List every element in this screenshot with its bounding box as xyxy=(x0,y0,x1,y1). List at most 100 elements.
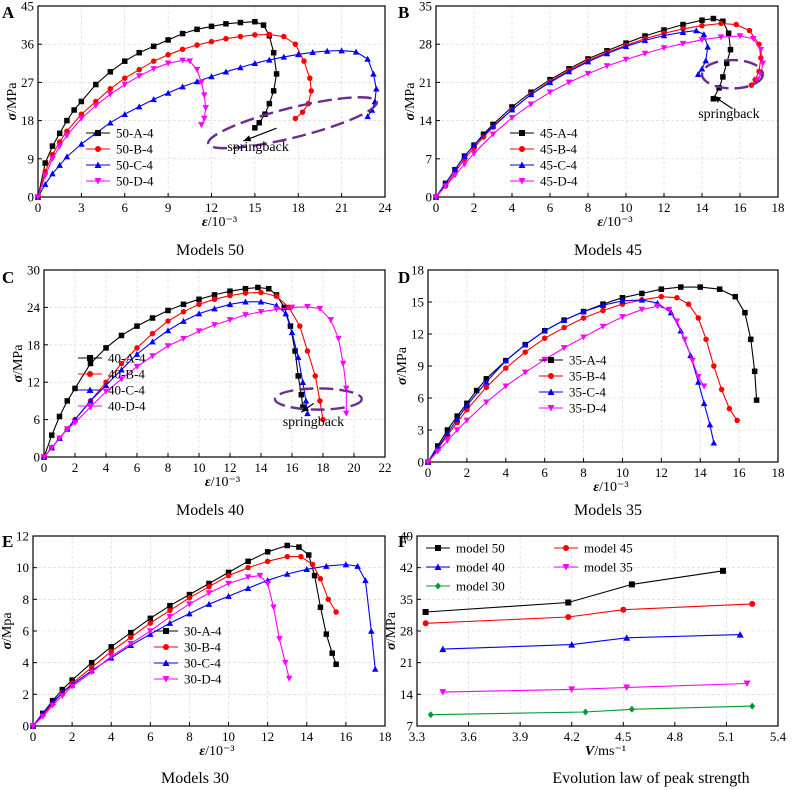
data-point xyxy=(483,378,490,385)
panel-e: 0 2 4 6 8 10 12 14 16 18 0 2 4 6 8 10 12 ε/10⁻³ σ/Mpa E Mode… xyxy=(0,529,392,788)
data-point xyxy=(270,88,277,94)
legend-item: 50-C-4 xyxy=(86,158,153,173)
data-point xyxy=(292,348,298,354)
data-point xyxy=(95,130,101,136)
plot-frame xyxy=(435,5,779,198)
data-point xyxy=(582,708,589,716)
data-point xyxy=(305,552,312,558)
data-point xyxy=(256,119,262,126)
data-point xyxy=(296,544,302,550)
data-point xyxy=(546,89,554,96)
legend-item: 45-D-4 xyxy=(510,174,578,189)
legend-label: 30-C-4 xyxy=(184,656,221,671)
x-tick-label: 3.3 xyxy=(409,729,425,744)
data-point xyxy=(208,38,215,45)
data-point xyxy=(135,103,143,110)
data-point xyxy=(270,49,277,56)
data-point xyxy=(439,645,447,653)
arrow-head xyxy=(301,405,310,413)
data-point xyxy=(294,354,302,361)
data-point xyxy=(118,366,125,373)
data-point xyxy=(201,115,208,122)
data-point xyxy=(281,304,287,311)
data-point xyxy=(166,614,174,620)
data-point xyxy=(108,648,114,655)
data-point xyxy=(107,91,114,98)
data-point xyxy=(694,70,702,77)
data-point xyxy=(658,293,665,300)
x-tick-label: 4.2 xyxy=(564,729,580,744)
data-point xyxy=(702,57,710,64)
x-axis-unit: /10⁻³ xyxy=(205,744,234,759)
data-point xyxy=(502,383,510,390)
x-tick-label: 3 xyxy=(78,200,85,215)
data-point xyxy=(519,146,525,152)
data-point xyxy=(303,566,311,572)
y-tick-label: 12 xyxy=(411,327,424,342)
data-point xyxy=(149,330,156,337)
data-point xyxy=(163,644,169,650)
x-tick-label: 12 xyxy=(205,200,218,215)
data-point xyxy=(122,75,128,81)
legend-item: model 35 xyxy=(554,560,633,575)
x-tick-label: 10 xyxy=(620,200,633,215)
data-point xyxy=(743,680,751,687)
data-point xyxy=(202,105,209,112)
legend-item: 45-C-4 xyxy=(510,158,577,173)
data-point xyxy=(226,317,234,324)
legend-label: 45-A-4 xyxy=(540,126,578,141)
data-point xyxy=(180,335,187,342)
data-point xyxy=(64,117,70,124)
data-point xyxy=(561,324,567,331)
data-point xyxy=(273,306,280,313)
legend-item: 30-B-4 xyxy=(154,640,221,655)
data-point xyxy=(201,92,208,99)
data-point xyxy=(720,18,726,25)
data-point xyxy=(295,373,301,379)
data-point xyxy=(292,41,299,47)
x-tick-label: 22 xyxy=(379,460,392,475)
data-point xyxy=(225,569,232,576)
legend-item: 35-B-4 xyxy=(539,369,606,384)
y-axis-label: σ/MPa xyxy=(395,346,410,385)
panel-caption: Evolution law of peak strength xyxy=(552,770,749,787)
y-tick-label: 8 xyxy=(23,592,30,607)
x-tick-label: 4.5 xyxy=(615,729,631,744)
y-axis-unit: /MPa xyxy=(395,346,410,377)
data-point xyxy=(503,365,509,371)
x-axis-label: ε/10⁻³ xyxy=(199,744,234,759)
data-point xyxy=(333,609,339,615)
data-point xyxy=(266,31,273,38)
y-axis-unit: /MPa xyxy=(403,82,418,113)
x-tick-label: 24 xyxy=(379,200,393,215)
y-axis-unit: /MPa xyxy=(384,611,399,642)
data-point xyxy=(304,304,311,311)
data-point xyxy=(252,125,258,131)
data-point xyxy=(568,641,576,648)
springback-ellipse xyxy=(207,96,378,150)
data-point xyxy=(527,101,535,108)
data-point xyxy=(180,301,187,308)
panel-caption: Models 45 xyxy=(574,242,642,259)
legend-label: 35-C-4 xyxy=(569,385,606,400)
data-point xyxy=(700,383,708,390)
data-point xyxy=(527,91,535,98)
data-point xyxy=(237,64,244,71)
x-axis-label: ε/10⁻³ xyxy=(202,215,237,230)
data-point xyxy=(704,43,711,50)
data-point xyxy=(166,619,174,626)
data-point xyxy=(34,194,42,201)
data-point xyxy=(725,30,732,37)
data-point xyxy=(748,82,755,88)
legend: 50-A-450-B-450-C-450-D-4 xyxy=(86,126,154,189)
y-axis-symbol: σ xyxy=(0,642,15,650)
x-tick-label: 2 xyxy=(69,729,76,744)
data-point xyxy=(473,387,480,394)
series-line xyxy=(435,35,764,198)
data-point xyxy=(237,19,244,26)
y-tick-label: 4 xyxy=(23,655,30,670)
data-point xyxy=(483,399,490,406)
data-point xyxy=(603,63,611,70)
data-point xyxy=(87,355,93,361)
